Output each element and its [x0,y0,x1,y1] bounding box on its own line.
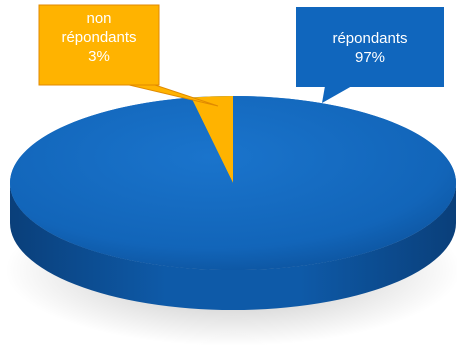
data-label-respondents-value: 97% [354,49,386,66]
data-label-respondents: répondants 97% [296,7,444,87]
callout-box-non-respondents [38,4,160,86]
data-label-non-respondents-line-1: non [86,10,112,27]
data-label-non-respondents: non répondants 3% [39,5,159,85]
pie-side [10,183,456,310]
pie-slice-non-respondents [191,96,233,183]
data-label-respondents-line-1: répondants [332,30,408,47]
callout-pointer-respondents [322,86,352,103]
pie-slice-respondents [9,96,457,270]
data-label-non-respondents-line-2: répondants [61,29,137,46]
callout-box-respondents [296,7,444,87]
data-label-non-respondents-value: 3% [88,48,110,65]
pie-slices [9,96,457,270]
